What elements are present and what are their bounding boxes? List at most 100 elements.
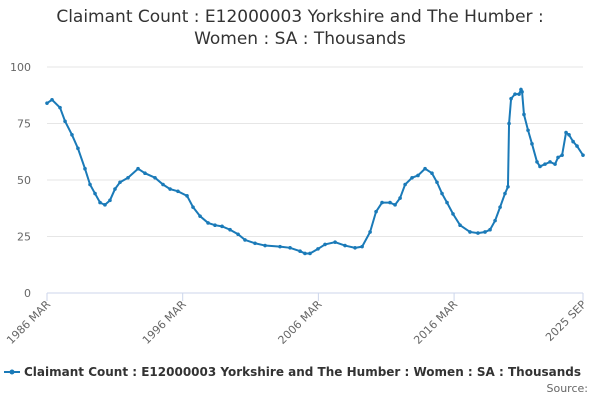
data-point — [368, 230, 372, 234]
data-point — [213, 223, 217, 227]
data-point — [538, 164, 542, 169]
data-point — [416, 173, 420, 178]
data-point — [308, 251, 312, 256]
data-point — [423, 166, 427, 171]
data-point — [206, 221, 210, 225]
data-point — [50, 97, 54, 102]
data-point — [483, 230, 487, 234]
data-point — [567, 133, 571, 137]
data-point — [445, 200, 449, 205]
data-point — [403, 182, 407, 187]
data-point — [316, 247, 320, 251]
data-point — [548, 160, 552, 164]
data-point — [243, 238, 247, 242]
x-tick-label: 2006 MAR — [276, 298, 325, 347]
chart-title: Claimant Count : E12000003 Yorkshire and… — [56, 7, 544, 49]
data-point — [488, 227, 492, 232]
data-point — [228, 227, 232, 232]
data-point — [278, 244, 282, 249]
data-point — [253, 241, 257, 246]
y-tick-label: 75 — [17, 118, 31, 131]
data-point — [430, 171, 434, 176]
series-line — [46, 87, 584, 255]
y-tick-label: 50 — [17, 174, 31, 187]
data-point — [522, 112, 526, 117]
data-point — [191, 205, 195, 209]
data-point — [535, 160, 539, 164]
data-point — [581, 153, 585, 157]
data-point — [323, 242, 327, 247]
data-point — [353, 246, 357, 250]
x-tick-label: 1986 MAR — [4, 298, 53, 347]
data-point — [507, 121, 511, 126]
data-point — [126, 175, 130, 180]
data-point — [136, 166, 140, 171]
data-point — [93, 191, 97, 196]
data-point — [560, 153, 564, 157]
data-point — [118, 180, 122, 185]
data-point — [236, 232, 240, 237]
x-tick-label: 2016 MAR — [411, 298, 460, 347]
data-point — [410, 175, 414, 180]
source: Source: — [547, 382, 589, 395]
data-point — [493, 218, 497, 223]
data-point — [506, 184, 510, 189]
data-point — [103, 203, 107, 207]
data-point — [451, 212, 455, 216]
data-point — [298, 249, 302, 253]
data-point — [153, 175, 157, 180]
data-point — [468, 230, 472, 234]
data-point — [185, 194, 189, 198]
data-point — [161, 182, 165, 187]
data-point — [530, 142, 534, 146]
data-point — [553, 162, 557, 166]
data-point — [435, 180, 439, 185]
data-point — [333, 240, 337, 244]
y-tick-label: 25 — [17, 231, 31, 244]
data-point — [571, 139, 575, 144]
data-point — [517, 92, 521, 96]
y-tick-label: 0 — [24, 287, 31, 300]
data-point — [388, 200, 392, 205]
data-point — [498, 205, 502, 209]
data-point — [543, 162, 547, 166]
legend-marker — [9, 369, 15, 375]
data-point — [176, 189, 180, 194]
data-point — [513, 92, 517, 96]
data-point — [88, 182, 92, 187]
data-point — [526, 128, 530, 133]
data-point — [168, 187, 172, 191]
data-point — [343, 243, 347, 248]
data-point — [76, 146, 80, 151]
data-point — [198, 214, 202, 218]
data-point — [360, 244, 364, 249]
data-point — [263, 243, 267, 248]
data-point — [70, 133, 74, 137]
data-point — [556, 155, 560, 160]
x-tick-label: 2025 SEP — [543, 298, 589, 344]
data-point — [564, 130, 568, 135]
data-point — [476, 231, 480, 235]
data-point — [63, 119, 67, 124]
data-point — [45, 101, 49, 105]
data-point — [58, 105, 62, 110]
data-point — [509, 96, 513, 101]
data-point — [143, 171, 147, 176]
legend-label: Claimant Count : E12000003 Yorkshire and… — [24, 365, 581, 379]
data-point — [83, 166, 87, 171]
data-point — [303, 251, 307, 256]
data-point — [374, 209, 378, 214]
data-point — [98, 200, 102, 205]
data-point — [575, 144, 579, 148]
data-point — [440, 191, 444, 196]
data-point — [288, 246, 292, 250]
data-point — [108, 198, 112, 203]
data-point — [398, 196, 402, 200]
x-tick-label: 1996 MAR — [140, 298, 189, 347]
data-point — [458, 223, 462, 227]
data-point — [520, 90, 524, 94]
data-point — [380, 200, 384, 205]
data-point — [503, 191, 507, 196]
